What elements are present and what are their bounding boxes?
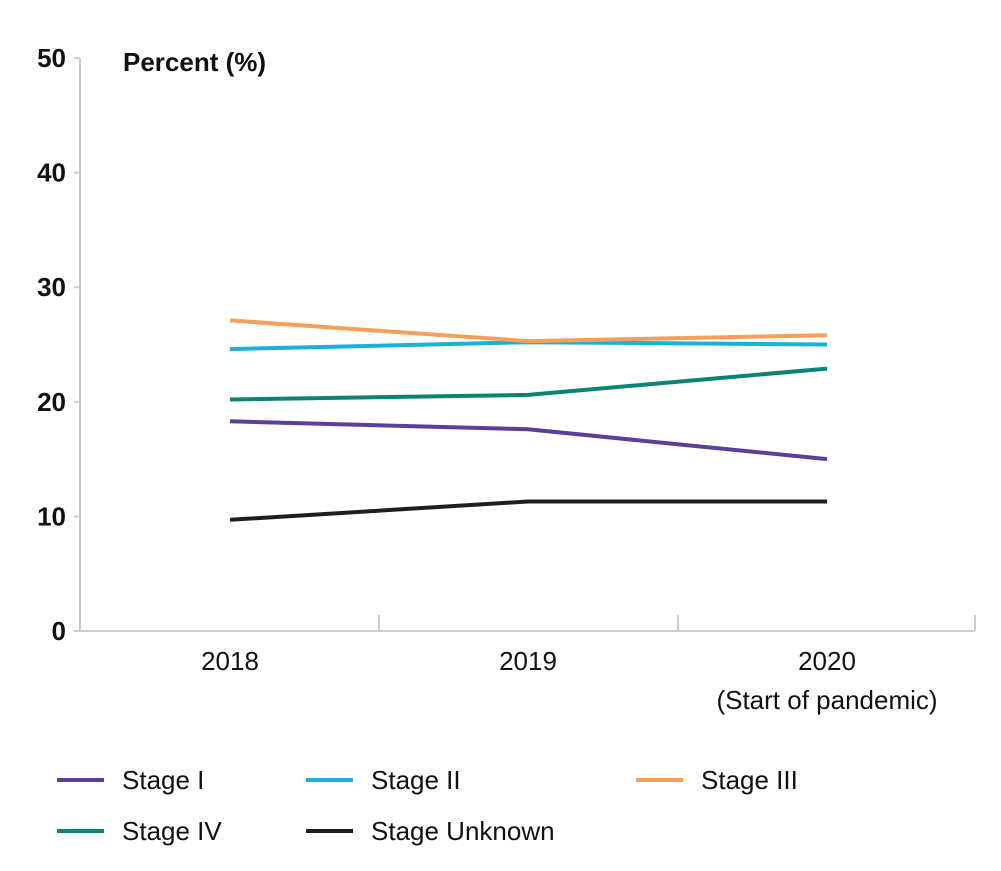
series-lines <box>229 318 828 522</box>
legend-label: Stage II <box>371 765 461 795</box>
y-tick-label: 0 <box>52 616 66 646</box>
x-tick-label: 2018 <box>201 646 259 676</box>
y-tick-label: 50 <box>37 43 66 73</box>
series-line-stage-ii <box>229 340 828 352</box>
legend-label: Stage IV <box>122 816 222 846</box>
y-tick-label: 30 <box>37 272 66 302</box>
y-ticks: 0 10 20 30 40 50 <box>37 43 80 646</box>
x-tick-note: (Start of pandemic) <box>716 685 937 715</box>
legend-label: Stage III <box>701 765 798 795</box>
legend-label: Stage I <box>122 765 204 795</box>
legend: Stage I Stage II Stage III Stage IV Stage Un… <box>57 765 798 846</box>
legend-item: Stage II <box>306 765 461 795</box>
y-axis-label: Percent (%) <box>123 47 266 77</box>
y-tick-label: 10 <box>37 501 66 531</box>
series-line-stage-iv <box>229 366 828 402</box>
legend-label: Stage Unknown <box>371 816 555 846</box>
x-tick-label: 2020 <box>798 646 856 676</box>
legend-item: Stage III <box>636 765 798 795</box>
x-tick-label: 2019 <box>499 646 557 676</box>
series-line-stage-iii <box>229 318 828 344</box>
legend-item: Stage Unknown <box>306 816 555 846</box>
series-line-stage-unknown <box>229 499 827 522</box>
series-line-stage-i <box>229 419 828 462</box>
y-tick-label: 20 <box>37 387 66 417</box>
axes <box>79 58 975 632</box>
y-tick-label: 40 <box>37 158 66 188</box>
legend-item: Stage IV <box>57 816 222 846</box>
x-ticks: 2018 2019 2020 (Start of pandemic) <box>201 615 976 715</box>
legend-item: Stage I <box>57 765 204 795</box>
